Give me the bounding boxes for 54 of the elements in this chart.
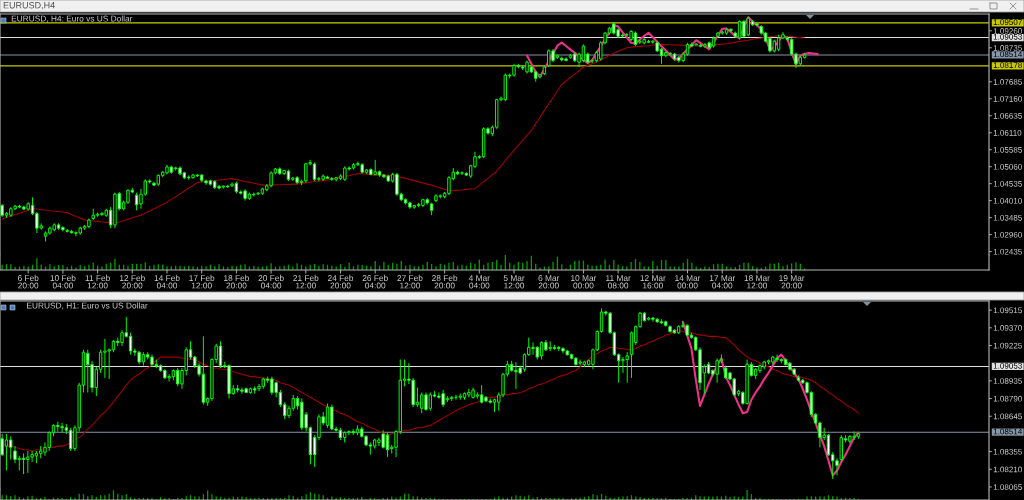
text: EURUSD,H4 (3, 2, 55, 10)
x-tick-label: 5 Mar 12:00 (503, 275, 525, 289)
y-tick-label: 1.08645 (993, 413, 1022, 420)
y-tick-label: 1.06635 (993, 113, 1022, 119)
x-tick-label: 17 Mar 04:00 (709, 275, 736, 289)
chart-title: EURUSD, H1: Euro vs US Dollar (27, 302, 148, 310)
y-tick-label: 1.07685 (993, 79, 1022, 85)
x-tick-label: 17 Feb 12:00 (189, 274, 215, 289)
x-tick-label: 6 Feb 20:00 (17, 274, 39, 289)
y-tick-label: 1.09260 (993, 28, 1022, 34)
y-tick-label: 1.08935 (993, 378, 1022, 384)
ref-line-label: 1.09053 (993, 33, 1022, 40)
x-tick-label: 20 Feb 04:00 (258, 274, 284, 289)
x-tick-label: 27 Feb 12:00 (397, 274, 423, 289)
x-tick-label: 19 Mar 20:00 (779, 275, 805, 289)
y-tick-label: 1.08790 (993, 395, 1022, 402)
y-tick-label: 1.05060 (993, 163, 1022, 170)
y-tick-label: 1.03485 (993, 214, 1022, 221)
y-tick-label: 1.08210 (993, 466, 1022, 473)
x-tick-label: 12 Feb 20:00 (119, 274, 145, 289)
y-tick-label: 1.02960 (993, 231, 1022, 238)
ref-line-label: 1.08514 (993, 428, 1023, 435)
x-tick-label: 18 Mar 12:00 (744, 275, 770, 289)
x-tick-label: 28 Feb 20:00 (432, 274, 458, 289)
chart-title: EURUSD, H4: Euro vs US Dollar (11, 15, 133, 23)
y-tick-label: 1.02435 (993, 248, 1022, 255)
ref-line-label: 1.09507 (993, 19, 1022, 25)
y-tick-label: 1.09515 (993, 307, 1022, 314)
y-tick-label: 1.05585 (993, 147, 1022, 153)
ref-line-label: 1.09053 (993, 362, 1022, 369)
x-tick-label: 18 Feb 20:00 (224, 274, 250, 289)
y-tick-label: 1.08065 (993, 484, 1022, 490)
ref-line-label: 1.08178 (993, 62, 1022, 68)
y-tick-label: 1.09370 (993, 325, 1022, 331)
x-tick-label: 26 Feb 04:00 (362, 274, 388, 289)
y-tick-label: 1.07160 (993, 96, 1022, 102)
x-tick-label: 12 Mar 16:00 (640, 275, 666, 289)
y-tick-label: 1.04535 (993, 180, 1022, 187)
y-tick-label: 1.08355 (993, 448, 1022, 455)
x-tick-label: 14 Mar 00:00 (675, 275, 701, 289)
y-tick-label: 1.09225 (993, 342, 1022, 349)
x-tick-label: 10 Feb 04:00 (50, 274, 76, 289)
y-tick-label: 1.06110 (993, 130, 1022, 136)
y-tick-label: 1.08735 (993, 45, 1022, 51)
x-tick-label: 11 Feb 12:00 (85, 274, 110, 289)
y-tick-label: 1.04010 (993, 197, 1022, 204)
x-tick-label: 21 Feb 12:00 (293, 274, 319, 289)
x-tick-label: 14 Feb 04:00 (154, 274, 180, 289)
x-tick-label: 24 Feb 20:00 (327, 274, 354, 289)
x-tick-label: 10 Mar 00:00 (571, 275, 597, 289)
x-tick-label: 11 Mar 08:00 (606, 275, 631, 289)
x-tick-label: 4 Mar 04:00 (468, 275, 490, 289)
x-tick-label: 6 Mar 20:00 (538, 275, 560, 289)
ref-line-label: 1.08514 (993, 51, 1023, 58)
